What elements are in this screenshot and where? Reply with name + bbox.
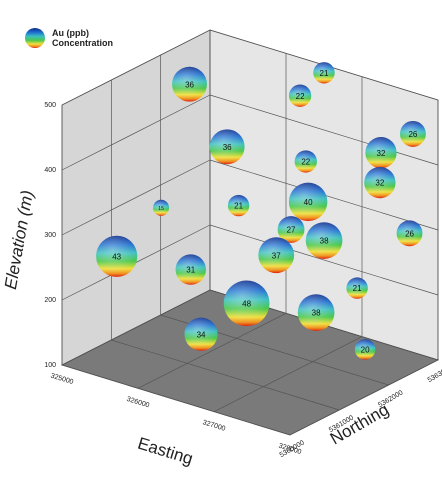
data-label: 26 — [408, 130, 417, 139]
data-label: 36 — [185, 80, 194, 89]
grid-line — [209, 94, 439, 166]
data-label: 27 — [287, 226, 296, 235]
grid-line — [61, 364, 291, 436]
data-label: 38 — [312, 309, 321, 318]
x-axis-label: Easting — [135, 434, 195, 469]
z-axis-label: Elevation (m) — [1, 189, 37, 291]
bubble-shine — [184, 317, 218, 351]
bubble-shine — [96, 235, 138, 277]
grid-line — [61, 289, 211, 366]
grid-line — [61, 159, 211, 236]
legend-label: Au (ppb) Concentration — [52, 28, 114, 48]
bubble-shine — [297, 294, 335, 331]
bubble-shine — [399, 120, 426, 147]
bubble-shine — [313, 62, 335, 84]
z-tick-label: 400 — [44, 167, 56, 174]
data-label: 26 — [405, 229, 414, 238]
data-label: 22 — [301, 158, 310, 167]
z-tick-label: 100 — [44, 362, 56, 369]
grid-line — [61, 29, 211, 106]
data-label: 22 — [296, 92, 305, 101]
data-label: 15 — [158, 206, 164, 212]
bubble-shine — [277, 216, 305, 243]
data-label: 31 — [186, 266, 195, 275]
bubble-shine — [396, 220, 423, 247]
grid-line — [61, 94, 211, 171]
data-label: 20 — [361, 346, 370, 355]
data-label: 40 — [304, 198, 313, 207]
data-label: 32 — [377, 149, 386, 158]
bubble-shine — [305, 222, 343, 259]
grid-line — [289, 359, 439, 436]
data-label: 21 — [320, 69, 329, 78]
data-label: 36 — [223, 143, 232, 152]
y-tick-label: 5363000 — [427, 364, 442, 384]
bubble-shine — [172, 66, 207, 102]
z-tick-label: 300 — [44, 232, 56, 239]
bubble-shine — [354, 339, 376, 360]
data-label: 21 — [353, 284, 362, 293]
bubble-shine — [365, 137, 397, 169]
x-tick-label: 326000 — [126, 396, 150, 410]
grid-line — [213, 336, 363, 412]
bubble-shine — [346, 277, 368, 299]
bubble-shine — [209, 129, 245, 165]
bubble-shine — [288, 84, 312, 107]
bubble-shine — [223, 280, 270, 327]
legend-swatch — [25, 28, 45, 48]
bubble-shine — [364, 166, 396, 199]
data-label: 32 — [375, 179, 384, 188]
bubble-shine — [288, 182, 328, 222]
bubble-shine — [227, 194, 250, 217]
legend: Au (ppb) Concentration — [24, 27, 122, 49]
grid-line — [209, 224, 439, 296]
x-tick-label: 325000 — [50, 373, 74, 387]
bubble-shine — [175, 254, 206, 285]
data-label: 34 — [197, 330, 206, 339]
data-label: 38 — [320, 237, 329, 246]
y-tick-label: 5362000 — [377, 389, 404, 409]
data-label: 48 — [242, 299, 251, 308]
z-tick-label: 500 — [44, 102, 56, 109]
grid-line — [111, 339, 340, 411]
bubble-shine — [294, 150, 317, 173]
z-tick-label: 200 — [44, 297, 56, 304]
x-tick-label: 327000 — [202, 419, 226, 433]
bubble-shine — [153, 199, 170, 216]
data-label: 43 — [112, 252, 121, 261]
grid-line — [137, 313, 287, 389]
data-label: 21 — [234, 202, 243, 211]
data-label: 37 — [272, 251, 281, 260]
bubble-shine — [258, 237, 295, 274]
